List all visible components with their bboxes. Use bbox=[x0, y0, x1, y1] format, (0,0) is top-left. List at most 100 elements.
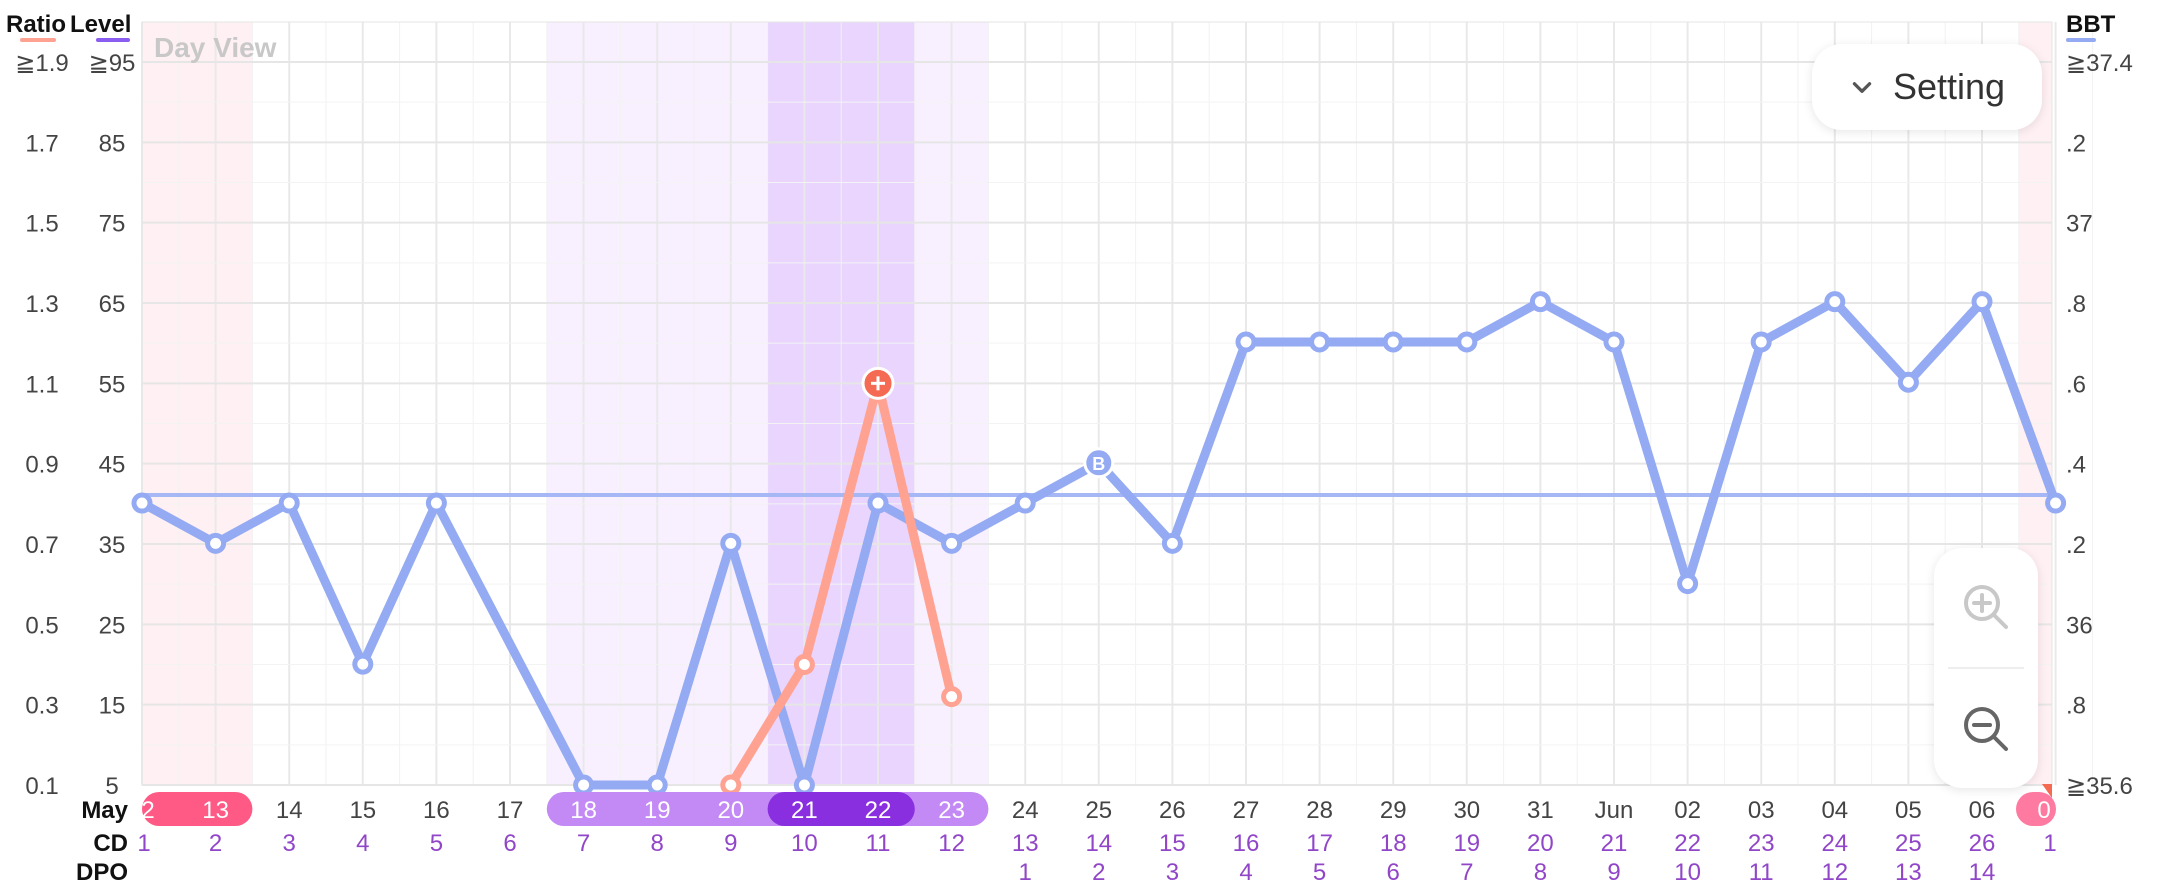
cd-label: 26 bbox=[1969, 830, 1996, 857]
bbt-point bbox=[352, 653, 374, 675]
cd-label: 12 bbox=[938, 830, 965, 857]
bbt-point bbox=[1309, 331, 1331, 353]
ratio-tick-label: 0.9 bbox=[25, 452, 58, 479]
level-tick-label: 75 bbox=[99, 211, 126, 238]
bbt-tick-label: 36 bbox=[2066, 612, 2093, 639]
period-pill bbox=[142, 792, 253, 826]
bbt-axis-title: BBT bbox=[2066, 11, 2116, 38]
cd-label: 20 bbox=[1527, 830, 1554, 857]
setting-button[interactable]: Setting bbox=[1812, 44, 2042, 130]
cd-label: 16 bbox=[1233, 830, 1260, 857]
date-label: 31 bbox=[1527, 797, 1554, 824]
dpo-label: 4 bbox=[1239, 859, 1252, 886]
dpo-label: 3 bbox=[1166, 859, 1179, 886]
level-legend-swatch bbox=[96, 38, 130, 42]
dpo-label: 1 bbox=[1019, 859, 1032, 886]
date-label: 25 bbox=[1085, 797, 1112, 824]
date-label: 14 bbox=[276, 797, 303, 824]
date-label: 22 bbox=[865, 797, 892, 824]
cd-label: 7 bbox=[577, 830, 590, 857]
period-forecast-marker bbox=[2042, 784, 2052, 798]
date-label: Jun bbox=[1595, 797, 1634, 824]
bbt-point bbox=[425, 492, 447, 514]
cd-label: 8 bbox=[651, 830, 664, 857]
date-label: 16 bbox=[423, 797, 450, 824]
level-tick-label: 65 bbox=[99, 291, 126, 318]
bbt-point bbox=[278, 492, 300, 514]
bbt-legend-swatch bbox=[2066, 38, 2096, 42]
cd-label: 1 bbox=[2043, 830, 2056, 857]
cd-label: 17 bbox=[1306, 830, 1333, 857]
period-band bbox=[142, 22, 179, 785]
dpo-label: 12 bbox=[1821, 859, 1848, 886]
dpo-label: 2 bbox=[1092, 859, 1105, 886]
ratio-tick-label: 1.7 bbox=[25, 130, 58, 157]
ratio-tick-label: 0.1 bbox=[25, 773, 58, 800]
ratio-point bbox=[720, 774, 742, 796]
bbt-point bbox=[1603, 331, 1625, 353]
dpo-label: 5 bbox=[1313, 859, 1326, 886]
level-tick-label: 45 bbox=[99, 452, 126, 479]
cd-label: 9 bbox=[724, 830, 737, 857]
bbt-tick-label: ≧37.4 bbox=[2066, 50, 2133, 77]
ratio-tick-label: 0.3 bbox=[25, 693, 58, 720]
bbt-point bbox=[720, 532, 742, 554]
bbt-tick-label: .6 bbox=[2066, 371, 2086, 398]
bbt-point bbox=[1382, 331, 1404, 353]
bbt-marker-b bbox=[1083, 447, 1115, 479]
level-tick-label: 15 bbox=[99, 693, 126, 720]
zoom-divider bbox=[1948, 667, 2024, 669]
dpo-label: 7 bbox=[1460, 859, 1473, 886]
cd-label: 18 bbox=[1380, 830, 1407, 857]
ratio-tick-label: 0.7 bbox=[25, 532, 58, 559]
cd-label: 1 bbox=[137, 830, 150, 857]
bbt-tick-label: .8 bbox=[2066, 693, 2086, 720]
date-label: 23 bbox=[938, 797, 965, 824]
date-label: 18 bbox=[570, 797, 597, 824]
bbt-point bbox=[1897, 371, 1919, 393]
date-label: 29 bbox=[1380, 797, 1407, 824]
dpo-label: 10 bbox=[1674, 859, 1701, 886]
zoom-in-button[interactable] bbox=[1934, 548, 2038, 666]
level-tick-label: 5 bbox=[105, 773, 118, 800]
bbt-point bbox=[1456, 331, 1478, 353]
ratio-legend-swatch bbox=[20, 38, 56, 42]
cd-label: 3 bbox=[283, 830, 296, 857]
level-axis-title: Level bbox=[70, 11, 131, 38]
chevron-down-icon bbox=[1852, 82, 1872, 93]
zoom-controls bbox=[1934, 548, 2038, 788]
ratio-tick-label: 0.5 bbox=[25, 612, 58, 639]
ratio-tick-label: 1.3 bbox=[25, 291, 58, 318]
ratio-tick-label: 1.5 bbox=[25, 211, 58, 238]
bbt-point bbox=[2045, 492, 2067, 514]
chart-grid bbox=[141, 21, 2093, 786]
date-label: 20 bbox=[717, 797, 744, 824]
ratio-point bbox=[941, 686, 963, 708]
bbt-point bbox=[131, 492, 153, 514]
period-pill-next bbox=[2016, 792, 2056, 826]
level-tick-label: 35 bbox=[99, 532, 126, 559]
cd-label: 5 bbox=[430, 830, 443, 857]
bbt-point bbox=[1014, 492, 1036, 514]
date-label: 0 bbox=[2037, 797, 2050, 824]
date-label: 06 bbox=[1969, 797, 1996, 824]
date-label: 27 bbox=[1233, 797, 1260, 824]
bbt-point bbox=[646, 774, 668, 796]
day-view-label: Day View bbox=[154, 32, 277, 63]
date-rows: MayCDDPO21132143154165176187198209211022… bbox=[76, 784, 2057, 886]
cd-label: 4 bbox=[356, 830, 369, 857]
bbt-point bbox=[941, 532, 963, 554]
dpo-label: 9 bbox=[1607, 859, 1620, 886]
zoom-out-button[interactable] bbox=[1934, 670, 2038, 788]
date-label: 13 bbox=[202, 797, 229, 824]
ratio-line bbox=[726, 378, 957, 790]
bbt-tick-label: ≧35.6 bbox=[2066, 773, 2133, 800]
bbt-point bbox=[1529, 291, 1551, 313]
date-label: 28 bbox=[1306, 797, 1333, 824]
bbt-tick-label: .2 bbox=[2066, 532, 2086, 559]
plot-area bbox=[142, 22, 2052, 785]
cd-label: 22 bbox=[1674, 830, 1701, 857]
cd-label: 14 bbox=[1085, 830, 1112, 857]
dpo-row-label: DPO bbox=[76, 859, 128, 886]
